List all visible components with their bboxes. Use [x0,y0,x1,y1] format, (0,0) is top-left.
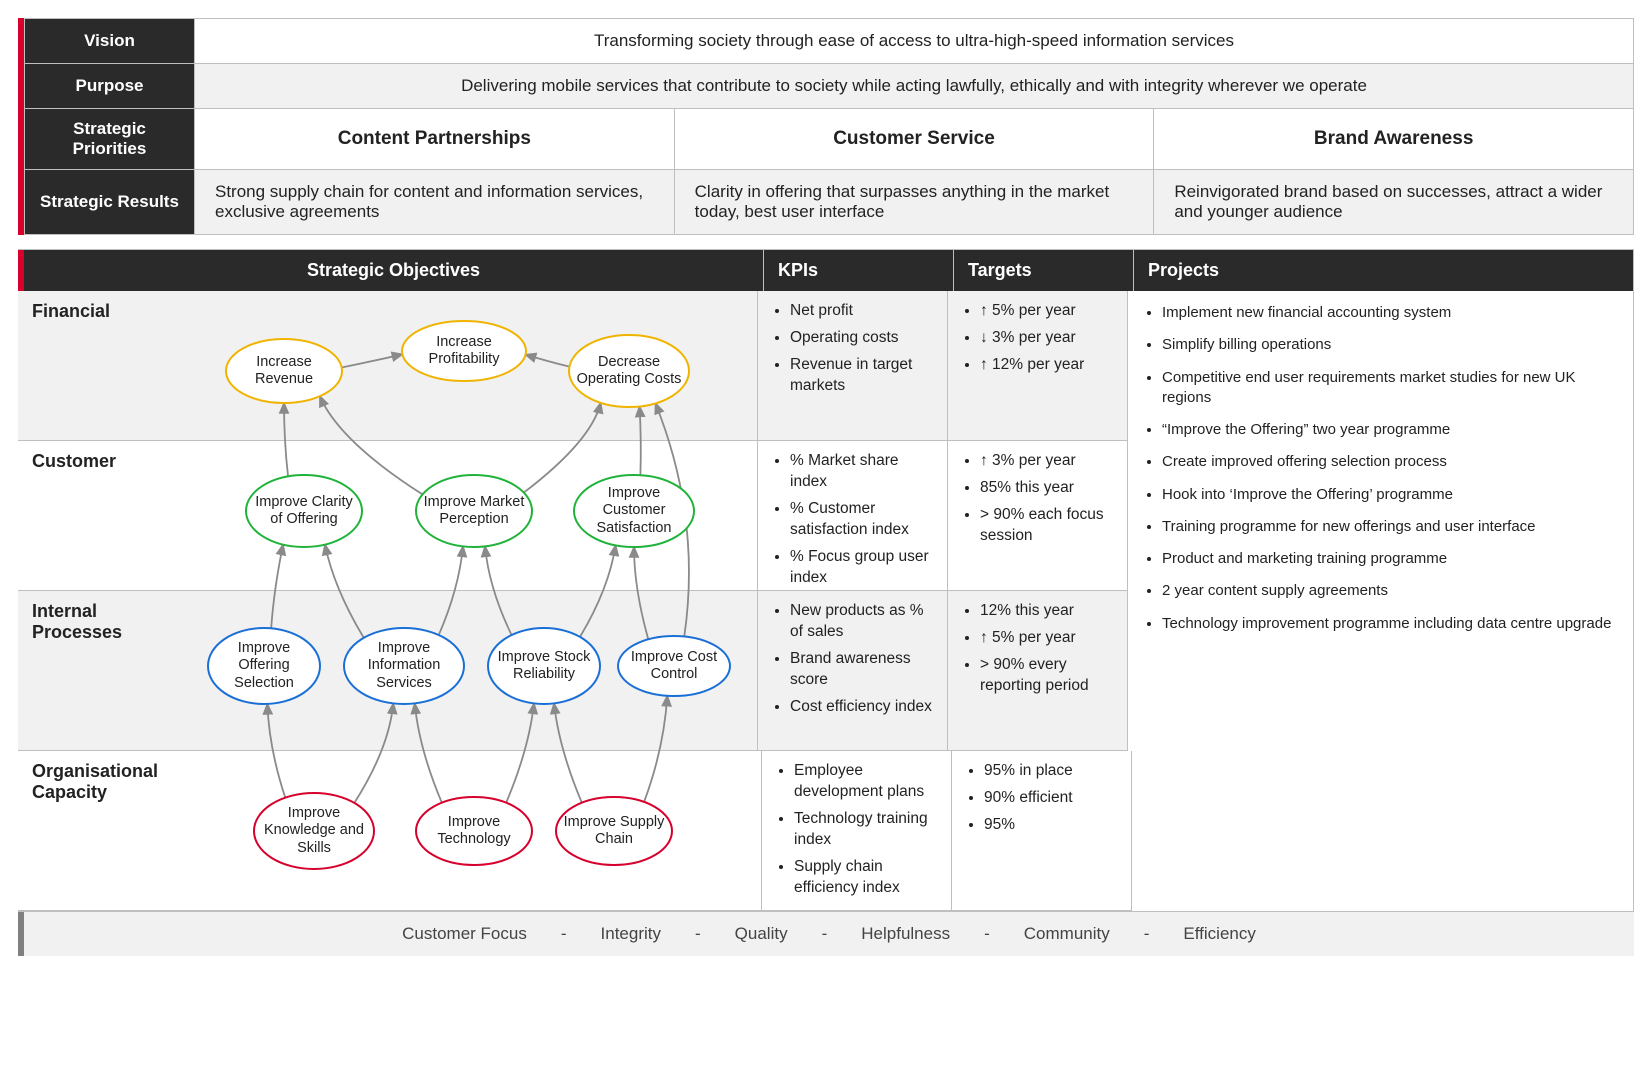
kpi-item: Supply chain efficiency index [794,857,937,899]
perspective-label: Organisational Capacity [18,751,172,911]
project-item: Simplify billing operations [1162,335,1617,355]
bsc-body: Financial Net profit Operating costs Revenu… [18,291,1633,911]
header-targets: Targets [954,250,1134,291]
project-item: Implement new financial accounting syste… [1162,303,1617,323]
kpi-item: Employee development plans [794,761,937,803]
target-item: > 90% every reporting period [980,655,1113,697]
target-cell: ↑ 3% per year 85% this year > 90% each foc… [948,441,1128,591]
core-value: Customer Focus [402,924,527,944]
kpi-item: Technology training index [794,809,937,851]
project-item: Technology improvement programme includi… [1162,614,1617,634]
values-separator: - [695,924,701,944]
header-projects: Projects [1134,250,1633,291]
kpi-item: Operating costs [790,328,933,349]
strategy-map-cell [168,291,758,441]
projects-column: Implement new financial accounting syste… [1128,291,1633,901]
project-item: “Improve the Offering” two year programm… [1162,420,1617,440]
header-kpis: KPIs [764,250,954,291]
target-cell: 12% this year ↑ 5% per year > 90% every re… [948,591,1128,751]
kpi-item: Cost efficiency index [790,697,933,718]
perspective-label: Customer [18,441,168,591]
target-item: ↑ 3% per year [980,451,1113,472]
target-item: 95% in place [984,761,1117,782]
top-row-label: Vision [25,19,195,64]
target-item: ↑ 12% per year [980,355,1113,376]
core-value: Community [1024,924,1110,944]
project-item: Hook into ‘Improve the Offering’ program… [1162,485,1617,505]
kpi-cell: Net profit Operating costs Revenue in targ… [758,291,948,441]
target-item: 95% [984,815,1117,836]
kpi-item: % Market share index [790,451,933,493]
balanced-scorecard-block: Strategic Objectives KPIs Targets Projec… [18,249,1634,912]
top-row-label: Strategic Results [25,170,195,235]
bsc-header-row: Strategic Objectives KPIs Targets Projec… [18,250,1633,291]
kpi-item: Brand awareness score [790,649,933,691]
top-row-cell: Brand Awareness [1154,109,1634,170]
core-value: Efficiency [1183,924,1255,944]
kpi-cell: % Market share index % Customer satisfact… [758,441,948,591]
values-separator: - [561,924,567,944]
strategy-map-cell [168,441,758,591]
top-row-cell: Strong supply chain for content and info… [195,170,675,235]
project-item: 2 year content supply agreements [1162,581,1617,601]
top-row-cell: Clarity in offering that surpasses anyth… [674,170,1154,235]
strategy-header-table: VisionTransforming society through ease … [24,18,1634,235]
project-item: Competitive end user requirements market… [1162,368,1617,409]
kpi-item: Revenue in target markets [790,355,933,397]
kpi-item: New products as % of sales [790,601,933,643]
kpi-item: % Customer satisfaction index [790,499,933,541]
kpi-cell: New products as % of sales Brand awarenes… [758,591,948,751]
target-item: > 90% each focus session [980,505,1113,547]
project-item: Training programme for new offerings and… [1162,517,1617,537]
values-separator: - [822,924,828,944]
core-value: Integrity [601,924,661,944]
top-row-label: Strategic Priorities [25,109,195,170]
strategy-header-block: VisionTransforming society through ease … [18,18,1634,235]
target-item: 90% efficient [984,788,1117,809]
target-cell: 95% in place 90% efficient 95% [952,751,1132,911]
header-objectives: Strategic Objectives [24,250,764,291]
target-cell: ↑ 5% per year ↓ 3% per year ↑ 12% per year [948,291,1128,441]
top-row-cell: Delivering mobile services that contribu… [195,64,1634,109]
target-item: 85% this year [980,478,1113,499]
project-item: Product and marketing training programme [1162,549,1617,569]
top-row-cell: Content Partnerships [195,109,675,170]
target-item: 12% this year [980,601,1113,622]
core-value: Quality [735,924,788,944]
kpi-cell: Employee development plans Technology tra… [762,751,952,911]
core-values-footer: Customer Focus - Integrity - Quality - Helpful… [18,912,1634,956]
top-row-cell: Transforming society through ease of acc… [195,19,1634,64]
target-item: ↑ 5% per year [980,301,1113,322]
target-item: ↑ 5% per year [980,628,1113,649]
target-item: ↓ 3% per year [980,328,1113,349]
top-row-cell: Customer Service [674,109,1154,170]
values-separator: - [1144,924,1150,944]
perspective-label: Financial [18,291,168,441]
perspective-label: Internal Processes [18,591,168,751]
kpi-item: Net profit [790,301,933,322]
kpi-item: % Focus group user index [790,547,933,589]
strategy-map-cell [168,591,758,751]
top-row-cell: Reinvigorated brand based on successes, … [1154,170,1634,235]
project-item: Create improved offering selection proce… [1162,452,1617,472]
top-row-label: Purpose [25,64,195,109]
values-separator: - [984,924,990,944]
strategy-map-cell [172,751,762,911]
core-value: Helpfulness [861,924,950,944]
